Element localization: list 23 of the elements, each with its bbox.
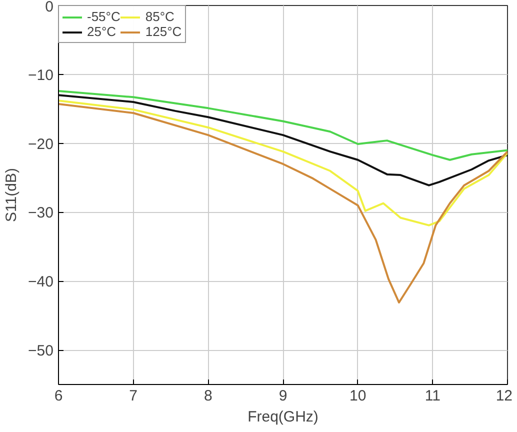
y-tick-label: −30 (28, 204, 54, 222)
x-tick-label: 12 (496, 388, 513, 404)
x-tick-label: 10 (349, 388, 366, 404)
legend-label: -55°C (87, 9, 120, 24)
legend-label: 25°C (87, 24, 116, 39)
x-axis-title: Freq(GHz) (248, 408, 318, 426)
x-tick-label: 8 (204, 388, 212, 404)
legend-label: 125°C (145, 24, 182, 39)
legend-label: 85°C (145, 9, 174, 24)
y-tick-label: 0 (45, 0, 54, 16)
line-series (58, 94, 508, 186)
line-series (58, 103, 508, 304)
line-series (58, 100, 508, 226)
line-series (58, 90, 508, 161)
y-tick-label: −40 (28, 274, 54, 291)
y-tick-label: −50 (28, 342, 54, 360)
y-tick-label: −20 (28, 136, 54, 153)
x-tick-label: 9 (278, 388, 288, 404)
x-tick-label: 6 (54, 388, 63, 404)
y-axis-title: S11(dB) (3, 168, 20, 222)
y-tick-label: −10 (28, 66, 54, 84)
x-tick-label: 11 (424, 388, 440, 404)
x-tick-label: 7 (129, 388, 138, 404)
